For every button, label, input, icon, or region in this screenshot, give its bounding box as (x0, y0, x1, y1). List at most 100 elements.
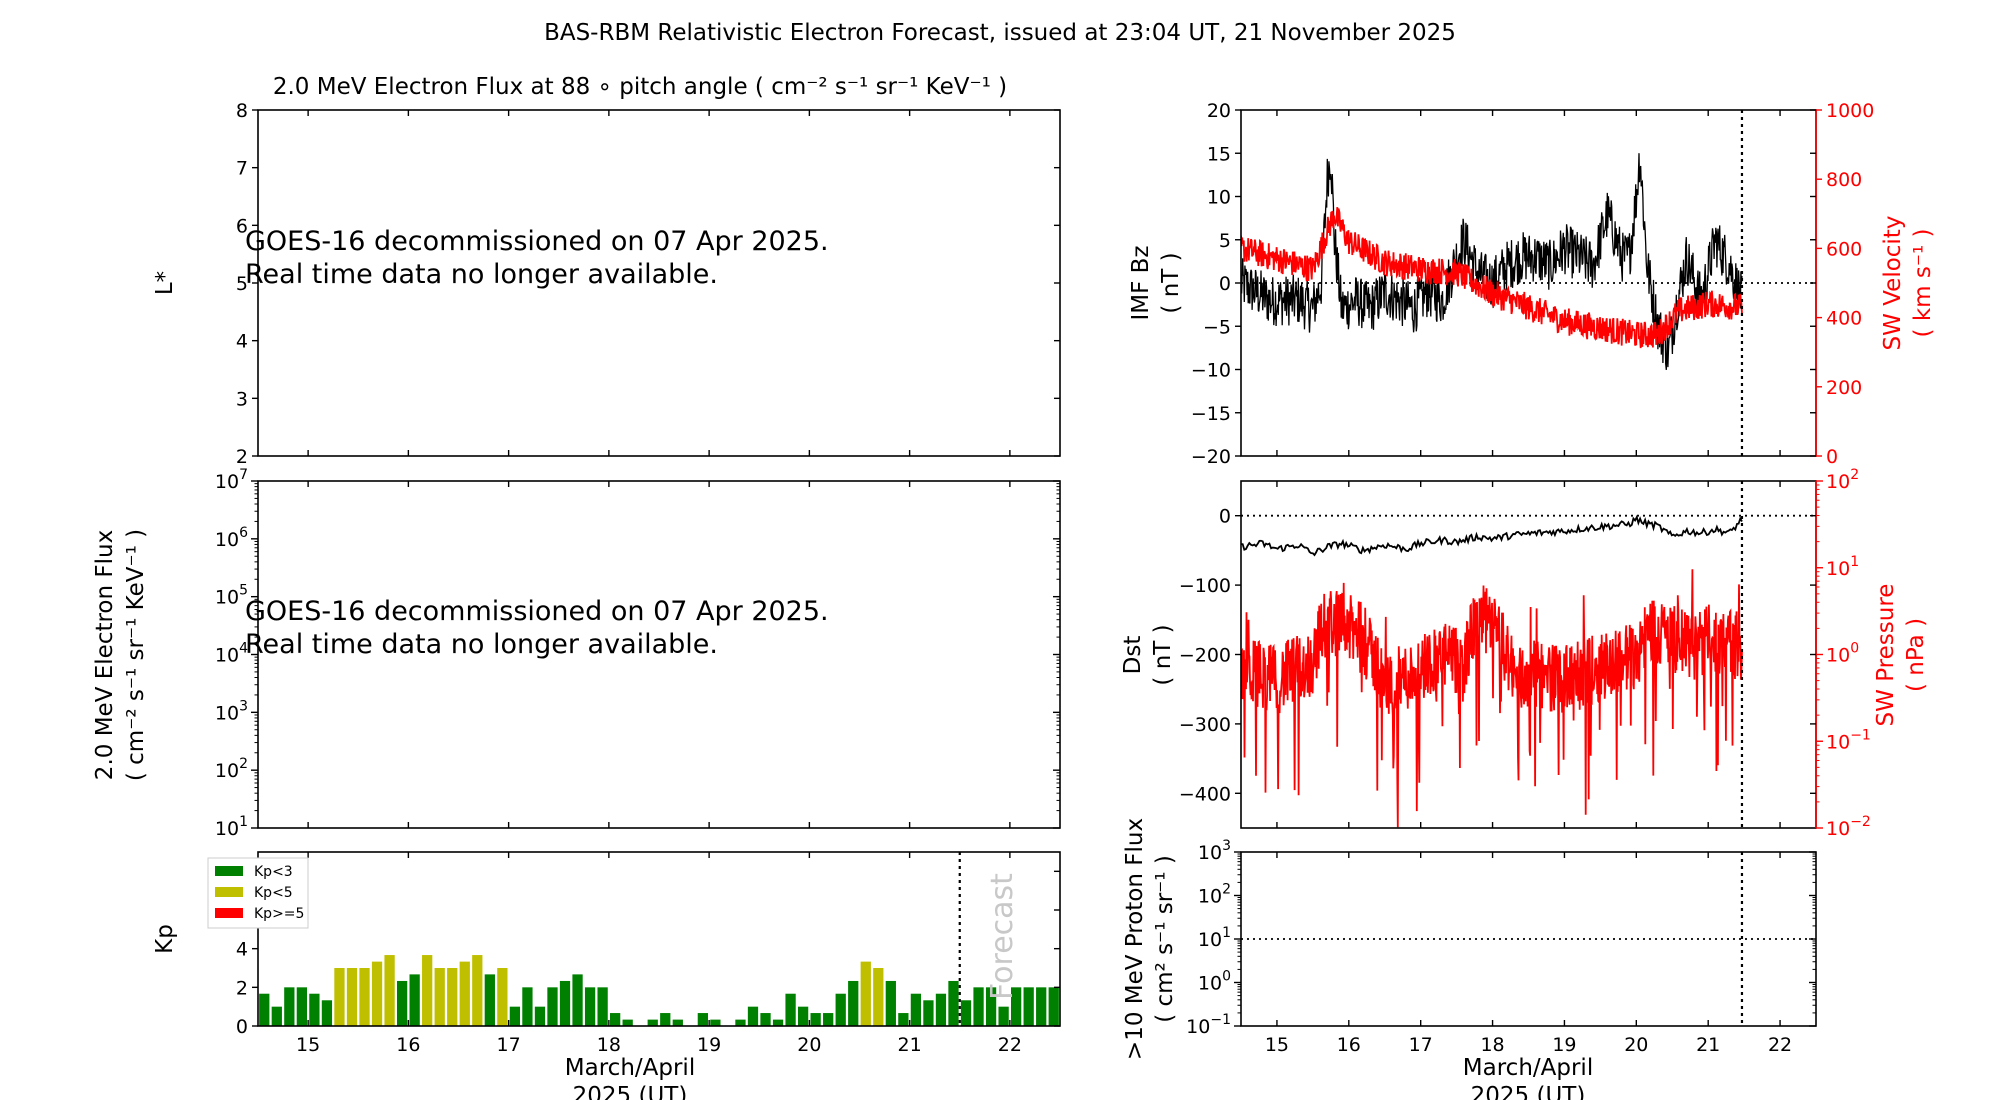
kp-bar (422, 955, 433, 1026)
kp-bar (873, 968, 884, 1026)
x-tick-label: 18 (1480, 1034, 1504, 1056)
kp-bar (484, 974, 495, 1026)
imf-y-ticks: −20 −15 −10 −5 0 5 10 15 20 (1191, 100, 1816, 468)
electron-flux-y-label-line-2: ( cm⁻² s⁻¹ sr⁻¹ KeV⁻¹ ) (123, 529, 149, 781)
kp-bar (747, 1006, 759, 1026)
kp-legend-swatch-mid (215, 887, 243, 897)
kp-bar (672, 1019, 683, 1026)
lstar-y-label: L* (152, 271, 178, 295)
imf-panel: −20 −15 −10 −5 0 5 10 15 20 0 200 400 600 800 1000 IM… (1128, 100, 1936, 468)
proton-flux-x-label-line-1: March/April (1463, 1055, 1593, 1081)
y-tick-label: 106 (215, 525, 248, 551)
y-tick-label: 10−1 (1826, 727, 1871, 753)
x-tick-label: 20 (797, 1034, 821, 1056)
kp-bar (434, 968, 445, 1026)
x-tick-label: 19 (1552, 1034, 1576, 1056)
y-tick-label: 102 (215, 756, 248, 782)
sw-velocity-y-label-line-2: ( km s⁻¹ ) (1910, 229, 1936, 338)
y-tick-label: 5 (1219, 230, 1231, 252)
kp-bar (409, 974, 420, 1026)
electron-flux-x-ticks (307, 481, 1011, 828)
dst-y-ticks: −400 −300 −200 −100 0 (1179, 506, 1816, 805)
kp-bar (772, 1019, 784, 1026)
x-tick-label: 18 (597, 1034, 621, 1056)
kp-bar (622, 1019, 633, 1026)
dst-series (1241, 514, 1743, 557)
y-tick-label: 400 (1826, 308, 1862, 330)
kp-x-label-line-2: 2025 (UT) (573, 1083, 688, 1100)
y-tick-label: 600 (1826, 238, 1862, 260)
electron-flux-y-ticks: 101 102 103 104 105 106 107 (215, 467, 1060, 840)
x-tick-label: 20 (1624, 1034, 1648, 1056)
y-tick-label: 100 (1198, 969, 1231, 995)
kp-x-label-line-1: March/April (565, 1055, 695, 1081)
lstar-panel: 2.0 MeV Electron Flux at 88 ∘ pitch angl… (152, 74, 1061, 468)
kp-bar (710, 1019, 721, 1026)
imf-x-ticks (1276, 110, 1781, 456)
y-tick-label: 15 (1207, 143, 1231, 165)
y-tick-label: 105 (215, 583, 248, 609)
x-tick-label: 17 (497, 1034, 521, 1056)
sw-pressure-y-ticks: 10−2 10−1 100 101 102 (1816, 467, 1871, 840)
kp-bar (935, 993, 947, 1026)
lstar-message-line-1: GOES-16 decommissioned on 07 Apr 2025. (245, 226, 829, 257)
kp-bar (559, 980, 571, 1026)
kp-legend-label-mid: Kp<5 (254, 885, 293, 901)
y-tick-label: 5 (236, 273, 248, 295)
kp-bar (885, 980, 896, 1026)
x-tick-label: 15 (296, 1034, 320, 1056)
x-tick-label: 15 (1265, 1034, 1289, 1056)
kp-bar (371, 961, 383, 1026)
y-tick-label: 100 (1826, 641, 1859, 667)
y-tick-label: −300 (1179, 714, 1231, 736)
proton-flux-x-ticks: 15 16 17 18 19 20 21 22 (1265, 852, 1792, 1056)
kp-bar (284, 987, 295, 1026)
kp-bar (547, 987, 558, 1026)
proton-flux-y-ticks: 10−1 100 101 102 103 (1186, 838, 1816, 1038)
y-tick-label: 103 (215, 698, 248, 724)
kp-bars (259, 955, 1059, 1026)
kp-bar (509, 1006, 521, 1026)
y-tick-label: 0 (1826, 446, 1838, 468)
x-tick-label: 16 (396, 1034, 420, 1056)
x-tick-label: 19 (697, 1034, 721, 1056)
y-tick-label: −20 (1191, 446, 1231, 468)
kp-y-label: Kp (152, 924, 178, 954)
y-tick-label: 20 (1207, 100, 1231, 122)
kp-bar (898, 1013, 909, 1026)
y-tick-label: 104 (215, 641, 248, 667)
x-tick-label: 21 (1696, 1034, 1720, 1056)
x-tick-label: 21 (898, 1034, 922, 1056)
imf-y-label-line-2: ( nT ) (1158, 252, 1184, 313)
sw-velocity-y-label-line-1: SW Velocity (1880, 216, 1906, 351)
y-tick-label: 4 (236, 331, 248, 353)
y-tick-label: 102 (1198, 882, 1231, 908)
kp-bar (472, 955, 483, 1026)
dst-y-label-line-1: Dst (1120, 636, 1146, 675)
y-tick-label: 4 (236, 939, 248, 961)
y-tick-label: 0 (1219, 506, 1231, 528)
kp-bar (610, 1013, 621, 1026)
y-tick-label: 200 (1826, 377, 1862, 399)
y-tick-label: 3 (236, 388, 248, 410)
y-tick-label: −15 (1191, 403, 1231, 425)
kp-bar (1023, 987, 1034, 1026)
proton-flux-y-label-line-1: >10 MeV Proton Flux (1122, 818, 1148, 1060)
x-tick-label: 16 (1337, 1034, 1361, 1056)
sw-pressure-series (1241, 569, 1743, 828)
kp-bar (584, 987, 596, 1026)
kp-bar (497, 968, 508, 1026)
y-tick-label: 1000 (1826, 100, 1874, 122)
kp-bar (1036, 987, 1047, 1026)
dst-x-ticks (1276, 481, 1781, 828)
kp-bar (760, 1013, 771, 1026)
sw-pressure-y-label-line-1: SW Pressure (1873, 584, 1899, 727)
kp-bar (973, 987, 984, 1026)
electron-flux-y-label-line-1: 2.0 MeV Electron Flux (92, 530, 118, 780)
y-tick-label: 6 (236, 215, 248, 237)
proton-flux-y-label-line-2: ( cm² s⁻¹ sr⁻¹ ) (1152, 855, 1178, 1023)
kp-bar (948, 980, 959, 1026)
kp-legend-swatch-low (215, 866, 243, 876)
